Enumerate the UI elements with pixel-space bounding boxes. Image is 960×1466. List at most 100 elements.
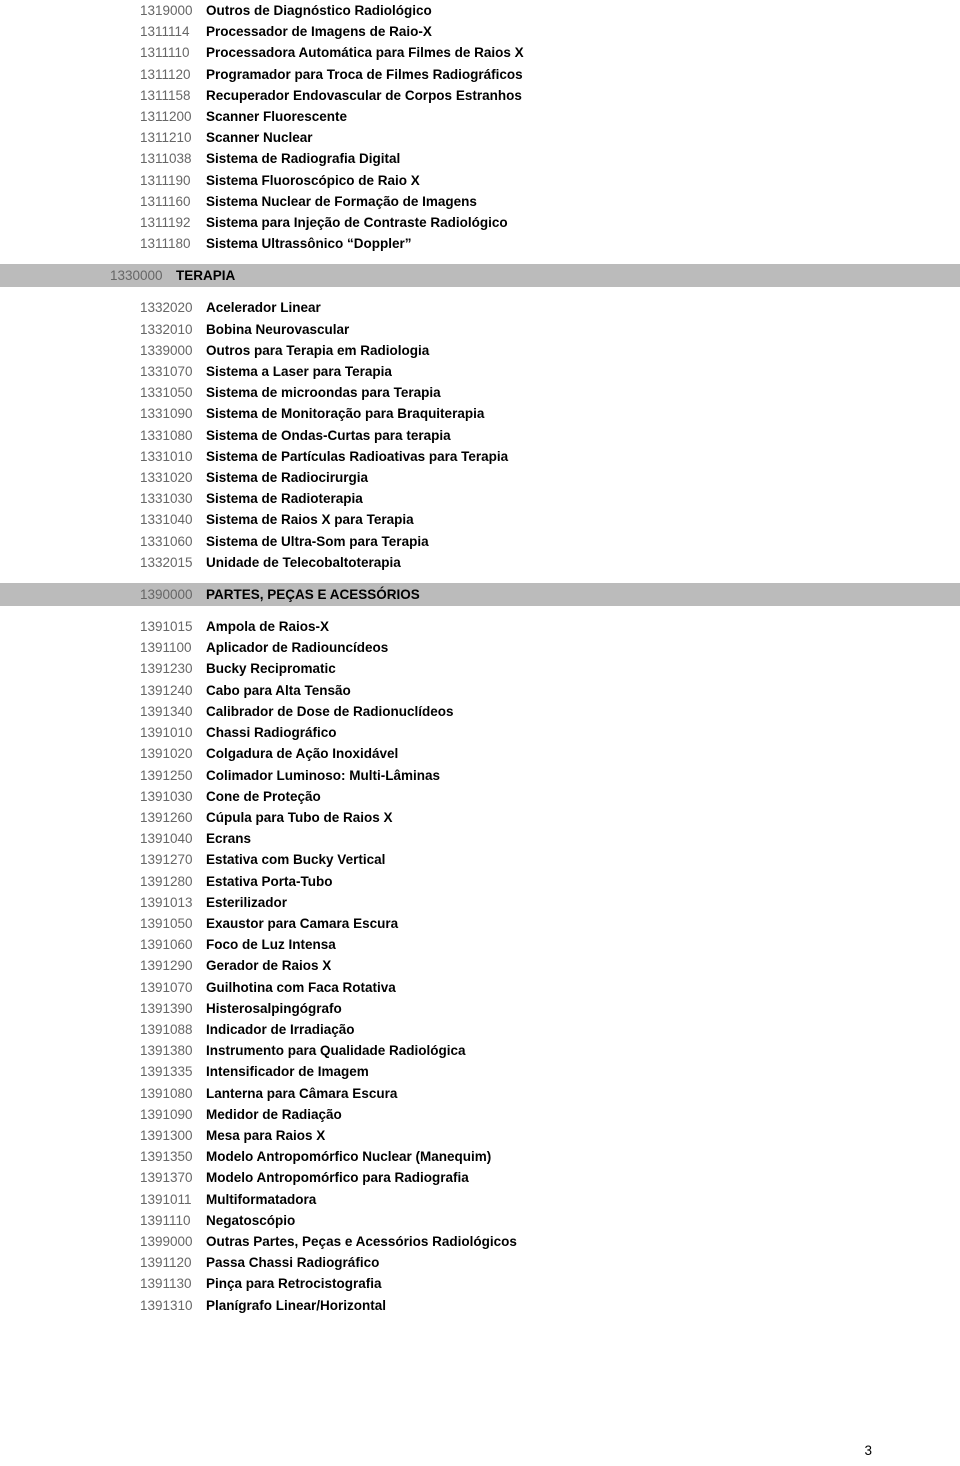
item-desc: Cone de Proteção: [206, 786, 960, 807]
item-desc: Bucky Recipromatic: [206, 658, 960, 679]
list-item: 1391280Estativa Porta-Tubo: [0, 871, 960, 892]
item-desc: Guilhotina com Faca Rotativa: [206, 977, 960, 998]
item-desc: Exaustor para Camara Escura: [206, 913, 960, 934]
item-code: 1311160: [140, 191, 206, 212]
item-code: 1391290: [140, 955, 206, 976]
item-code: 1391100: [140, 637, 206, 658]
document-page: 1319000Outros de Diagnóstico Radiológico…: [0, 0, 960, 1466]
item-desc: Modelo Antropomórfico Nuclear (Manequim): [206, 1146, 960, 1167]
item-code: 1391240: [140, 680, 206, 701]
item-desc: Sistema de Ultra-Som para Terapia: [206, 531, 960, 552]
list-item: 1319000Outros de Diagnóstico Radiológico: [0, 0, 960, 21]
item-code: 1311114: [140, 21, 206, 42]
item-code: 1391270: [140, 849, 206, 870]
item-desc: Calibrador de Dose de Radionuclídeos: [206, 701, 960, 722]
item-code: 1391030: [140, 786, 206, 807]
item-code: 1399000: [140, 1231, 206, 1252]
item-code: 1331030: [140, 488, 206, 509]
item-desc: Sistema de microondas para Terapia: [206, 382, 960, 403]
item-desc: Chassi Radiográfico: [206, 722, 960, 743]
item-code: 1311158: [140, 85, 206, 106]
item-desc: Intensificador de Imagem: [206, 1061, 960, 1082]
item-code: 1391370: [140, 1167, 206, 1188]
item-code: 1391040: [140, 828, 206, 849]
list-item: 1391335Intensificador de Imagem: [0, 1061, 960, 1082]
item-code: 1331040: [140, 509, 206, 530]
item-code: 1391260: [140, 807, 206, 828]
item-code: 1391335: [140, 1061, 206, 1082]
item-code: 1391350: [140, 1146, 206, 1167]
item-code: 1331050: [140, 382, 206, 403]
list-item: 1391260Cúpula para Tubo de Raios X: [0, 807, 960, 828]
list-item: 1391370Modelo Antropomórfico para Radiog…: [0, 1167, 960, 1188]
item-code: 1391390: [140, 998, 206, 1019]
list-item: 1331080Sistema de Ondas-Curtas para tera…: [0, 425, 960, 446]
item-code: 1332020: [140, 297, 206, 318]
item-desc: Multiformatadora: [206, 1189, 960, 1210]
list-item: 1331070Sistema a Laser para Terapia: [0, 361, 960, 382]
list-item: 1331050Sistema de microondas para Terapi…: [0, 382, 960, 403]
list-item: 1391100Aplicador de Radiouncídeos: [0, 637, 960, 658]
list-item: 1391110Negatoscópio: [0, 1210, 960, 1231]
item-desc: Medidor de Radiação: [206, 1104, 960, 1125]
item-desc: Cabo para Alta Tensão: [206, 680, 960, 701]
list-item: 1332010Bobina Neurovascular: [0, 319, 960, 340]
list-item: 1311110Processadora Automática para Film…: [0, 42, 960, 63]
item-desc: Sistema de Partículas Radioativas para T…: [206, 446, 960, 467]
item-desc: Programador para Troca de Filmes Radiogr…: [206, 64, 960, 85]
item-code: 1391060: [140, 934, 206, 955]
item-code: 1391230: [140, 658, 206, 679]
list-item: 1391350Modelo Antropomórfico Nuclear (Ma…: [0, 1146, 960, 1167]
list-item: 1311114Processador de Imagens de Raio-X: [0, 21, 960, 42]
item-code: 1391280: [140, 871, 206, 892]
list-item: 1391088Indicador de Irradiação: [0, 1019, 960, 1040]
list-item: 1311210Scanner Nuclear: [0, 127, 960, 148]
item-code: 1391120: [140, 1252, 206, 1273]
item-desc: Acelerador Linear: [206, 297, 960, 318]
page-number: 3: [864, 1443, 872, 1458]
list-item: 1331090Sistema de Monitoração para Braqu…: [0, 403, 960, 424]
item-code: 1391340: [140, 701, 206, 722]
section: 1390000PARTES, PEÇAS E ACESSÓRIOS1391015…: [0, 583, 960, 1316]
item-desc: Sistema de Monitoração para Braquiterapi…: [206, 403, 960, 424]
list-item: 1311192Sistema para Injeção de Contraste…: [0, 212, 960, 233]
item-code: 1391070: [140, 977, 206, 998]
item-code: 1311120: [140, 64, 206, 85]
item-desc: Outros para Terapia em Radiologia: [206, 340, 960, 361]
list-item: 1311200Scanner Fluorescente: [0, 106, 960, 127]
item-code: 1339000: [140, 340, 206, 361]
list-item: 1391230Bucky Recipromatic: [0, 658, 960, 679]
list-item: 1391070Guilhotina com Faca Rotativa: [0, 977, 960, 998]
item-code: 1391300: [140, 1125, 206, 1146]
item-desc: Instrumento para Qualidade Radiológica: [206, 1040, 960, 1061]
item-code: 1311190: [140, 170, 206, 191]
list-item: 1339000Outros para Terapia em Radiologia: [0, 340, 960, 361]
list-item: 1331040Sistema de Raios X para Terapia: [0, 509, 960, 530]
section: 1319000Outros de Diagnóstico Radiológico…: [0, 0, 960, 254]
item-desc: Sistema de Radioterapia: [206, 488, 960, 509]
list-item: 1391050Exaustor para Camara Escura: [0, 913, 960, 934]
header-code: 1390000: [140, 585, 206, 604]
list-item: 1391011Multiformatadora: [0, 1189, 960, 1210]
item-code: 1319000: [140, 0, 206, 21]
list-item: 1332015Unidade de Telecobaltoterapia: [0, 552, 960, 573]
item-desc: Sistema de Radiocirurgia: [206, 467, 960, 488]
item-desc: Sistema de Raios X para Terapia: [206, 509, 960, 530]
list-item: 1391380Instrumento para Qualidade Radiol…: [0, 1040, 960, 1061]
item-desc: Scanner Fluorescente: [206, 106, 960, 127]
list-item: 1311120Programador para Troca de Filmes …: [0, 64, 960, 85]
item-code: 1331010: [140, 446, 206, 467]
item-desc: Planígrafo Linear/Horizontal: [206, 1295, 960, 1316]
list-item: 1391290Gerador de Raios X: [0, 955, 960, 976]
item-code: 1331020: [140, 467, 206, 488]
item-code: 1311192: [140, 212, 206, 233]
list-item: 1391130Pinça para Retrocistografia: [0, 1273, 960, 1294]
item-desc: Aplicador de Radiouncídeos: [206, 637, 960, 658]
list-item: 1332020Acelerador Linear: [0, 297, 960, 318]
item-code: 1391080: [140, 1083, 206, 1104]
item-desc: Sistema de Ondas-Curtas para terapia: [206, 425, 960, 446]
item-desc: Histerosalpingógrafo: [206, 998, 960, 1019]
item-code: 1391011: [140, 1189, 206, 1210]
list-item: 1331060Sistema de Ultra-Som para Terapia: [0, 531, 960, 552]
item-desc: Processadora Automática para Filmes de R…: [206, 42, 960, 63]
